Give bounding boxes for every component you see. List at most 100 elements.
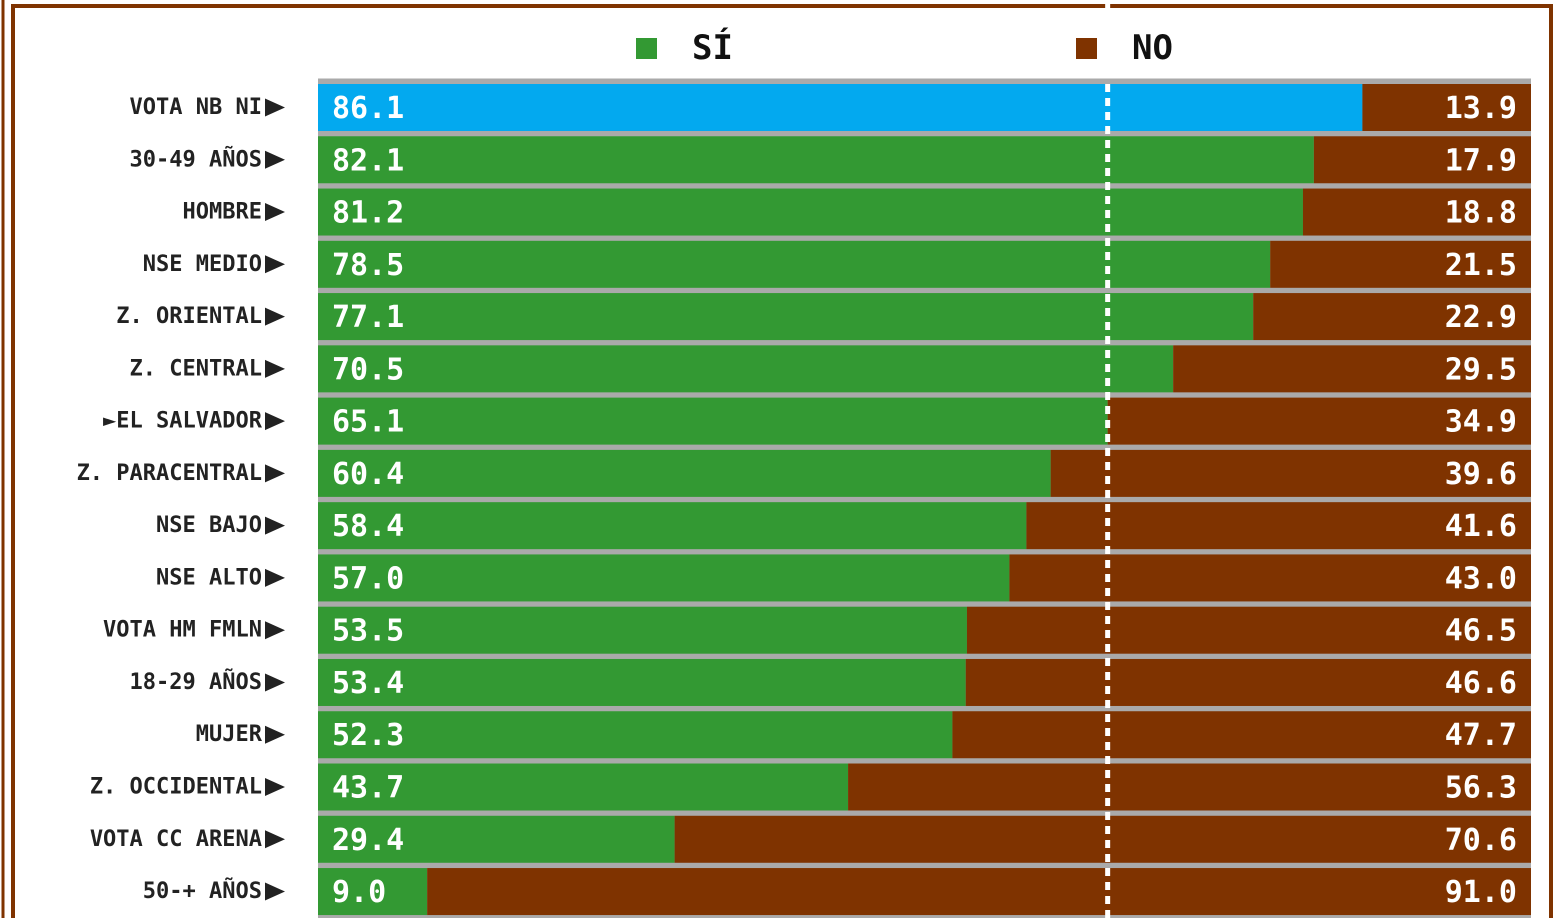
value-label: 65.1 xyxy=(332,405,404,440)
category-label: NSE ALTO xyxy=(156,565,262,590)
legend-label: SÍ xyxy=(692,27,733,68)
value-label: 78.5 xyxy=(332,248,404,283)
value-label: 60.4 xyxy=(332,457,404,492)
value-label: 58.4 xyxy=(332,509,404,544)
value-label: 47.7 xyxy=(1445,718,1517,753)
bar-segment xyxy=(318,449,1051,497)
legend-swatch xyxy=(636,38,657,59)
value-label: 86.1 xyxy=(332,91,404,126)
value-label: 41.6 xyxy=(1445,509,1517,544)
category-label: VOTA HM FMLN xyxy=(103,618,262,643)
bar-segment xyxy=(318,554,1010,602)
value-label: 43.7 xyxy=(332,771,404,806)
bar-segment xyxy=(318,763,849,811)
bar-segment xyxy=(1362,84,1531,131)
value-label: 39.6 xyxy=(1445,457,1517,492)
value-label: 82.1 xyxy=(332,143,404,178)
value-label: 81.2 xyxy=(332,196,404,231)
bar-segment xyxy=(1313,136,1531,184)
category-arrow xyxy=(265,516,285,535)
bar-segment xyxy=(1173,345,1531,393)
category-arrow xyxy=(265,412,285,431)
bar-segment xyxy=(318,815,675,863)
value-label: 22.9 xyxy=(1445,300,1517,335)
category-label: 30-49 AÑOS xyxy=(130,146,262,172)
value-label: 53.4 xyxy=(332,666,404,701)
category-label: VOTA CC ARENA xyxy=(90,827,262,852)
value-label: 29.4 xyxy=(332,823,404,858)
bar-segment xyxy=(318,606,967,654)
category-label: HOMBRE xyxy=(183,200,262,225)
bar-segment xyxy=(1050,449,1531,497)
category-arrow xyxy=(265,359,285,378)
category-label: Z. OCCIDENTAL xyxy=(90,775,262,800)
bar-segment xyxy=(318,658,966,706)
category-arrow xyxy=(265,203,285,222)
category-arrow xyxy=(265,307,285,326)
bar-segment xyxy=(318,868,428,916)
bar-segment xyxy=(965,658,1531,706)
category-label: 18-29 AÑOS xyxy=(130,669,262,695)
value-label: 9.0 xyxy=(332,875,386,910)
bar-segment xyxy=(1026,502,1531,550)
category-arrow xyxy=(265,621,285,640)
bar-segment xyxy=(952,711,1531,759)
bar-segment xyxy=(318,345,1174,393)
bar-segment xyxy=(318,240,1271,288)
bar-segment xyxy=(318,84,1363,131)
value-label: 52.3 xyxy=(332,718,404,753)
value-label: 34.9 xyxy=(1445,405,1517,440)
bar-segment xyxy=(1107,397,1531,445)
frame xyxy=(11,4,1553,918)
bar-segment xyxy=(1253,293,1531,341)
category-arrow xyxy=(265,98,285,117)
value-label: 43.0 xyxy=(1445,561,1517,596)
value-label: 29.5 xyxy=(1445,352,1517,387)
category-label: NSE MEDIO xyxy=(143,252,262,277)
category-label: Z. CENTRAL xyxy=(130,356,262,381)
bar-segment xyxy=(1302,188,1531,236)
value-label: 77.1 xyxy=(332,300,404,335)
category-label: MUJER xyxy=(196,722,263,747)
bar-segment xyxy=(1270,240,1531,288)
bar-segment xyxy=(318,502,1027,550)
value-label: 70.6 xyxy=(1445,823,1517,858)
legend-swatch xyxy=(1076,38,1097,59)
category-label: Z. ORIENTAL xyxy=(116,304,262,329)
legend-label: NO xyxy=(1132,28,1173,68)
category-arrow xyxy=(265,255,285,274)
value-label: 17.9 xyxy=(1445,143,1517,178)
bar-segment xyxy=(674,815,1531,863)
value-label: 13.9 xyxy=(1445,91,1517,126)
category-label: VOTA NB NI xyxy=(130,95,262,120)
value-label: 18.8 xyxy=(1445,196,1517,231)
value-label: 46.5 xyxy=(1445,614,1517,649)
bar-segment xyxy=(318,188,1303,236)
category-arrow xyxy=(265,830,285,849)
category-label: Z. PARACENTRAL xyxy=(77,461,262,486)
bar-segment xyxy=(848,763,1531,811)
bar-segment xyxy=(318,136,1314,184)
category-arrow xyxy=(265,673,285,692)
value-label: 91.0 xyxy=(1445,875,1517,910)
category-arrow xyxy=(265,778,285,797)
bar-segment xyxy=(318,293,1254,341)
category-arrow xyxy=(265,568,285,587)
category-label: 50-+ AÑOS xyxy=(143,878,262,904)
value-label: 46.6 xyxy=(1445,666,1517,701)
bar-segment xyxy=(966,606,1531,654)
bar-segment xyxy=(1009,554,1531,602)
value-label: 56.3 xyxy=(1445,771,1517,806)
category-label: NSE BAJO xyxy=(156,513,262,538)
category-arrow xyxy=(265,464,285,483)
category-arrow xyxy=(265,725,285,744)
value-label: 57.0 xyxy=(332,561,404,596)
bar-segment xyxy=(318,711,953,759)
category-label: ►EL SALVADOR xyxy=(103,409,263,434)
category-arrow xyxy=(265,150,285,169)
value-label: 70.5 xyxy=(332,352,404,387)
category-arrow xyxy=(265,882,285,901)
value-label: 21.5 xyxy=(1445,248,1517,283)
value-label: 53.5 xyxy=(332,614,404,649)
